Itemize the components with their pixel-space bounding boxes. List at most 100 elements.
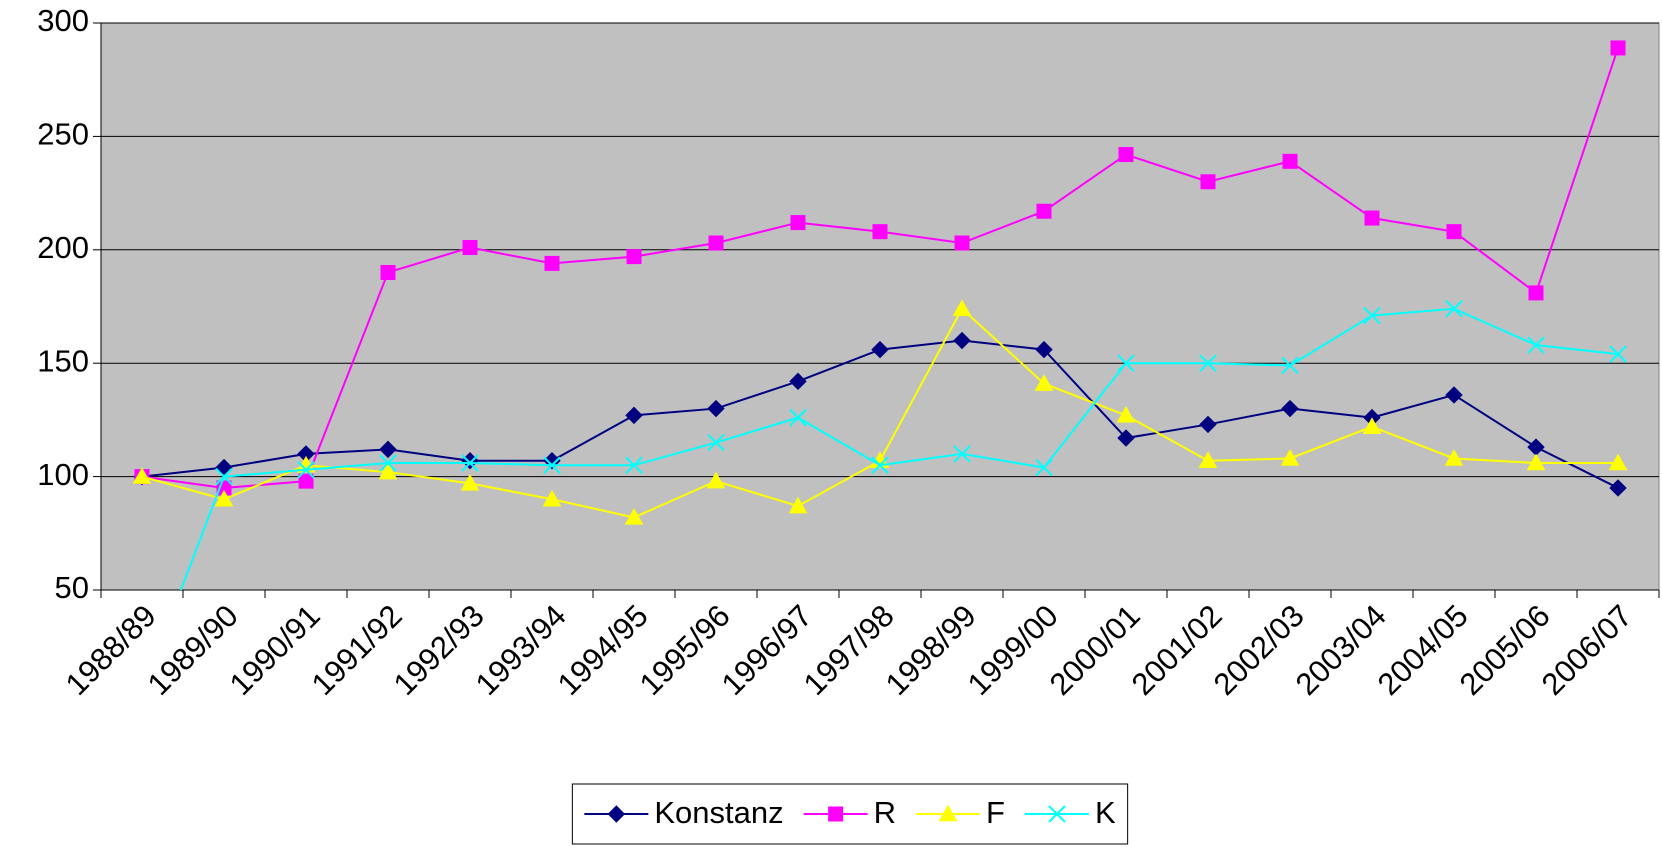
marker <box>708 235 724 251</box>
marker <box>1198 451 1218 468</box>
marker <box>1527 336 1545 354</box>
marker <box>1609 479 1627 497</box>
marker <box>624 507 644 525</box>
x-tick-label: 1997/98 <box>797 598 901 702</box>
x-tick-label: 2002/03 <box>1207 598 1311 702</box>
marker <box>707 399 725 418</box>
marker <box>1035 340 1053 359</box>
x-tick-label: 2003/04 <box>1289 598 1393 702</box>
x-tick-label: 1992/93 <box>387 598 491 702</box>
x-tick-label: 2006/07 <box>1535 598 1639 702</box>
marker <box>1281 399 1299 418</box>
series <box>134 300 1627 700</box>
y-tick-label: 150 <box>37 343 89 378</box>
marker <box>543 456 561 474</box>
marker <box>1446 224 1462 240</box>
marker <box>214 489 234 507</box>
marker <box>460 473 480 491</box>
marker <box>1200 174 1216 190</box>
marker <box>1362 417 1382 434</box>
legend-label: Konstanz <box>654 795 783 830</box>
legend-label: F <box>986 795 1005 830</box>
marker <box>1528 285 1544 301</box>
marker <box>1281 356 1299 375</box>
marker <box>952 299 972 317</box>
marker <box>379 454 397 472</box>
marker <box>828 806 844 822</box>
marker <box>789 372 807 391</box>
marker <box>789 408 807 427</box>
marker <box>132 467 152 484</box>
marker <box>1048 805 1066 823</box>
x-tick-label: 2000/01 <box>1043 598 1147 702</box>
marker <box>706 471 726 489</box>
marker <box>1445 300 1463 318</box>
legend-label: R <box>874 795 896 830</box>
marker <box>1526 453 1546 471</box>
x-tick-label: 2001/02 <box>1125 598 1229 702</box>
marker <box>378 462 398 480</box>
y-tick-label: 200 <box>37 230 89 265</box>
marker <box>298 473 314 489</box>
marker <box>1199 415 1217 434</box>
marker <box>461 454 479 472</box>
marker <box>1199 354 1217 372</box>
marker <box>1116 405 1136 423</box>
marker <box>1035 458 1053 477</box>
marker <box>1280 448 1300 466</box>
marker <box>1117 354 1135 372</box>
marker <box>297 461 315 479</box>
marker <box>1445 386 1463 404</box>
x-tick-label: 1995/96 <box>633 598 737 702</box>
x-tick-label: 2004/05 <box>1371 598 1475 702</box>
marker <box>953 331 971 350</box>
y-tick-label: 50 <box>55 570 89 605</box>
marker <box>1282 153 1298 169</box>
marker <box>607 805 626 823</box>
x-tick-label: 1988/89 <box>59 598 163 702</box>
marker <box>626 249 642 265</box>
legend: Konstanz R F K <box>571 783 1129 845</box>
y-tick-label: 250 <box>37 117 89 152</box>
marker <box>1036 203 1052 219</box>
y-tick-label: 300 <box>37 3 89 38</box>
marker <box>1118 147 1134 163</box>
x-tick-label: 1998/99 <box>879 598 983 702</box>
x-tick-label: 1991/92 <box>305 598 409 702</box>
series <box>134 40 1626 496</box>
marker <box>1610 40 1626 56</box>
marker <box>379 440 397 459</box>
marker <box>134 684 150 700</box>
marker <box>215 467 233 486</box>
marker <box>871 340 889 359</box>
marker <box>1608 453 1628 471</box>
marker <box>380 264 396 280</box>
marker <box>788 496 808 514</box>
marker <box>1363 306 1381 325</box>
plot-area <box>100 22 1660 591</box>
marker <box>1034 374 1054 391</box>
marker <box>871 456 889 474</box>
marker <box>872 224 888 240</box>
marker <box>1444 448 1464 466</box>
x-tick-label: 1994/95 <box>551 598 655 702</box>
marker <box>544 255 560 271</box>
marker <box>625 406 643 425</box>
legend-label: K <box>1095 795 1116 830</box>
marker <box>1117 429 1135 447</box>
marker <box>790 215 806 231</box>
y-tick-label: 100 <box>37 457 89 492</box>
marker <box>954 235 970 251</box>
marker <box>953 445 971 463</box>
x-tick-label: 2005/06 <box>1453 598 1557 702</box>
marker <box>625 456 643 474</box>
marker <box>938 804 958 822</box>
x-tick-label: 1990/91 <box>223 598 327 702</box>
x-tick-label: 1989/90 <box>141 598 245 702</box>
x-tick-label: 1993/94 <box>469 598 573 702</box>
x-tick-label: 1999/00 <box>961 598 1065 702</box>
marker <box>1364 210 1380 226</box>
marker <box>462 240 478 256</box>
marker <box>1609 345 1627 363</box>
